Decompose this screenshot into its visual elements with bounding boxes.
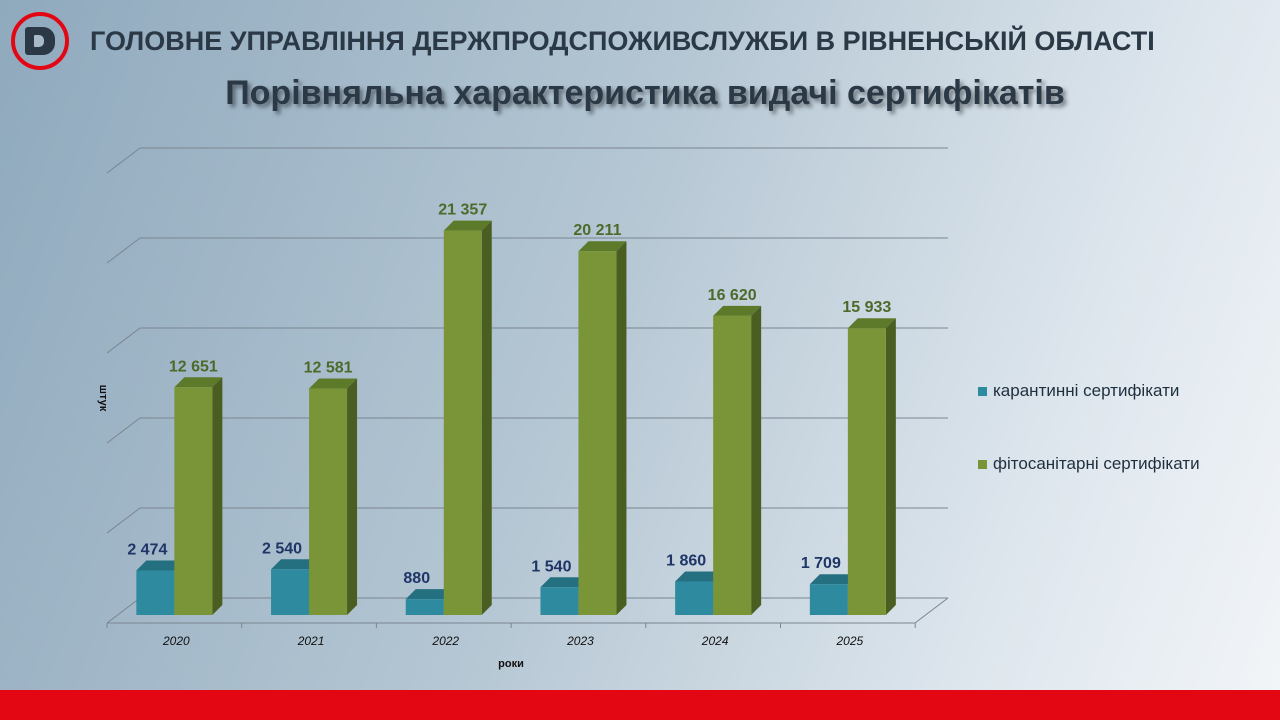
legend-label: фітосанітарні сертифікати <box>993 454 1200 473</box>
bar-phyto <box>174 387 213 615</box>
bar-phyto <box>443 230 482 615</box>
data-label: 21 357 <box>438 202 487 219</box>
gridline-side <box>106 147 141 174</box>
floor-edge <box>914 597 949 624</box>
gridline-side <box>106 417 141 444</box>
bar-side <box>616 241 627 615</box>
bar-quarantine <box>405 599 444 615</box>
bar-side <box>212 377 223 615</box>
logo <box>11 12 69 70</box>
data-label: 12 581 <box>304 360 353 377</box>
bar-top <box>540 577 589 588</box>
data-label: 2 540 <box>262 540 302 557</box>
legend-swatch-quarantine <box>978 386 987 396</box>
x-tick-label: 2020 <box>162 634 190 648</box>
bar-phyto <box>309 388 348 615</box>
bar-top <box>174 377 223 388</box>
data-label: 16 620 <box>708 287 757 304</box>
bar-quarantine <box>809 584 848 615</box>
bar-quarantine <box>540 587 579 615</box>
x-tick-label: 2021 <box>297 634 325 648</box>
x-tick-label: 2022 <box>431 634 459 648</box>
bar-top <box>405 589 454 600</box>
gridline-side <box>106 507 141 534</box>
bar-top <box>271 559 320 570</box>
gridline-side <box>106 327 141 354</box>
bar-phyto <box>578 251 617 615</box>
footer-bar <box>0 690 1280 720</box>
bar-top <box>847 318 896 329</box>
bar-quarantine <box>136 570 175 615</box>
y-axis-title: штук <box>97 385 109 412</box>
data-label: 20 211 <box>573 222 621 239</box>
legend-swatch-phyto <box>978 459 987 469</box>
x-tick-label: 2025 <box>835 634 863 648</box>
data-label: 1 709 <box>801 555 841 572</box>
bar-quarantine <box>675 581 714 615</box>
bar-side <box>347 378 358 615</box>
x-tick-label: 2024 <box>701 634 729 648</box>
bar-top <box>713 305 762 316</box>
gridline-side <box>106 237 141 264</box>
legend-label: карантинні сертифікати <box>993 381 1180 400</box>
bar-phyto <box>713 315 752 615</box>
bar-top <box>809 574 858 585</box>
bar-top <box>443 220 492 231</box>
organization-name: ГОЛОВНЕ УПРАВЛІННЯ ДЕРЖПРОДСПОЖИВСЛУЖБИ … <box>90 26 1155 56</box>
gridline-side <box>106 597 141 624</box>
x-axis-title: роки <box>498 658 524 670</box>
bar-quarantine <box>271 569 310 615</box>
bar-top <box>309 378 358 389</box>
legend-item-quarantine: карантинні сертифікати <box>978 381 1179 401</box>
x-tick-label: 2023 <box>566 634 594 648</box>
logo-mark-icon <box>25 27 55 55</box>
bar-side <box>751 305 762 615</box>
page-title: Порівняльна характеристика видачі сертиф… <box>225 74 1065 112</box>
bar-top <box>578 241 627 252</box>
bar-top <box>136 560 185 571</box>
data-label: 15 933 <box>842 299 891 316</box>
bar-top <box>675 571 724 582</box>
bar-phyto <box>847 328 886 615</box>
data-label: 2 474 <box>127 541 167 558</box>
bar-side <box>481 220 492 615</box>
bar-side <box>885 318 896 615</box>
data-label: 1 860 <box>666 553 706 570</box>
legend-item-phyto: фітосанітарні сертифікати <box>978 454 1200 474</box>
data-label: 880 <box>403 570 430 587</box>
data-label: 12 651 <box>169 358 218 375</box>
data-label: 1 540 <box>531 558 571 575</box>
